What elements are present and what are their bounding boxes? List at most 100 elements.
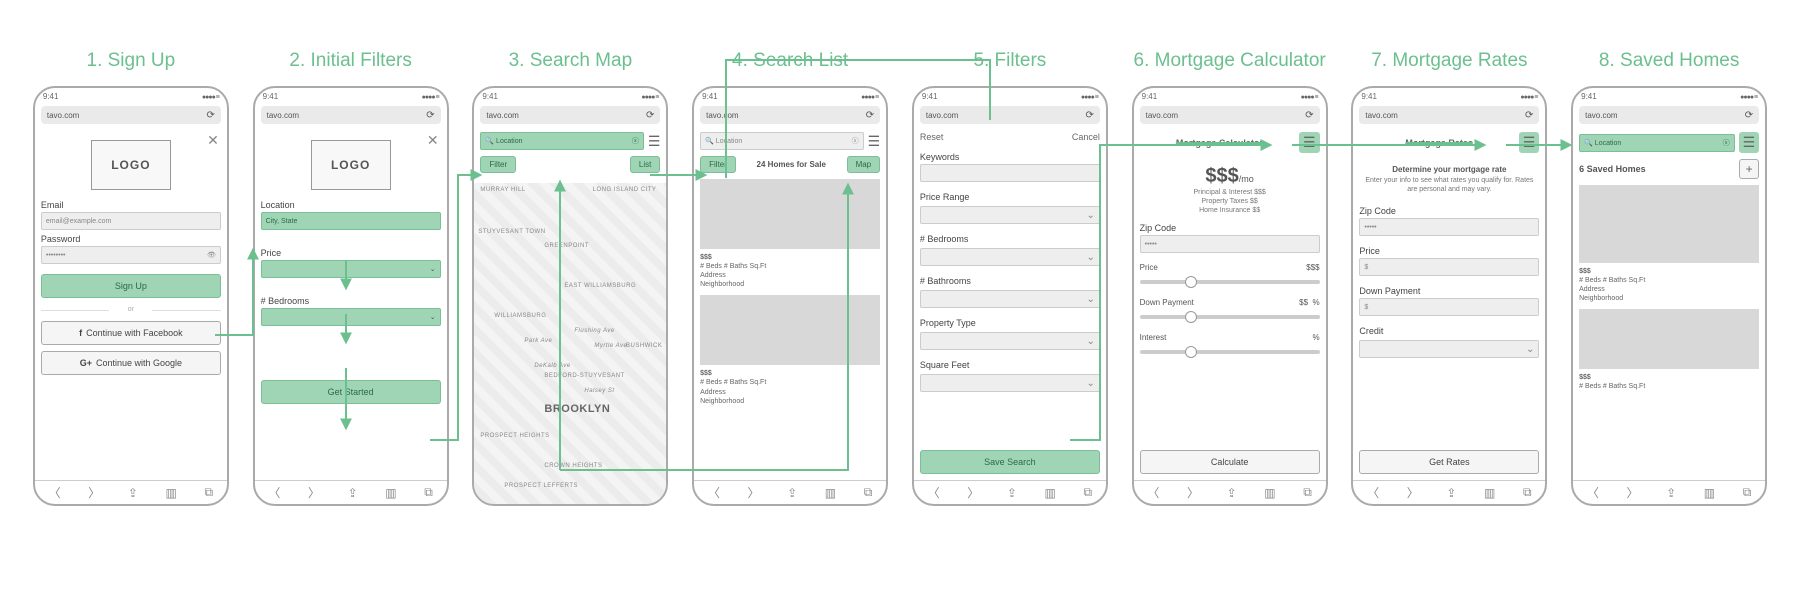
price-field[interactable]: $ (1359, 258, 1539, 276)
price-label: Price (261, 248, 441, 258)
browser-toolbar: 〈〉⇪▥⧉ (1573, 480, 1765, 504)
url-bar[interactable]: tavo.com⟳ (1359, 106, 1539, 124)
map-chip[interactable]: Map (847, 156, 881, 173)
bathrooms-select[interactable] (920, 290, 1100, 308)
menu-icon[interactable]: ☰ (648, 133, 661, 150)
bedrooms-select[interactable] (920, 248, 1100, 266)
url-bar[interactable]: tavo.com⟳ (261, 106, 441, 124)
menu-icon[interactable]: ☰ (1299, 132, 1320, 153)
sub: Enter your info to see what rates you qu… (1359, 176, 1539, 194)
forward-icon[interactable]: 〉 (88, 484, 100, 501)
close-icon[interactable]: ✕ (207, 132, 219, 149)
get-rates-button[interactable]: Get Rates (1359, 450, 1539, 474)
price-field[interactable]: ⌄ (261, 260, 441, 278)
search-input[interactable]: 🔍 Locationⓧ (480, 132, 643, 150)
clear-icon[interactable]: ⓧ (632, 136, 639, 146)
listing-card[interactable] (1579, 185, 1759, 263)
clear-icon[interactable]: ⓧ (1723, 138, 1730, 148)
keywords-field[interactable] (920, 164, 1100, 182)
refresh-icon[interactable]: ⟳ (1305, 110, 1313, 121)
calculate-button[interactable]: Calculate (1140, 450, 1320, 474)
down-slider[interactable] (1140, 315, 1320, 319)
email-field[interactable]: email@example.com (41, 212, 221, 230)
property-type-label: Property Type (920, 318, 1100, 328)
screen-title: 1. Sign Up (87, 50, 176, 72)
eye-icon[interactable]: 👁 (207, 251, 216, 259)
search-row: 🔍 Locationⓧ ☰ (700, 132, 880, 150)
search-input[interactable]: 🔍 Locationⓧ (700, 132, 863, 150)
facebook-button[interactable]: fContinue with Facebook (41, 321, 221, 345)
refresh-icon[interactable]: ⟳ (1745, 110, 1753, 121)
share-icon[interactable]: ⇪ (128, 486, 138, 500)
screen-title: 6. Mortgage Calculator (1134, 50, 1326, 72)
logo: LOGO (311, 140, 391, 190)
url-bar[interactable]: tavo.com⟳ (41, 106, 221, 124)
chip-row: Filter List (480, 156, 660, 173)
tabs-icon[interactable]: ⧉ (204, 485, 213, 500)
credit-select[interactable] (1359, 340, 1539, 358)
down-field[interactable]: $ (1359, 298, 1539, 316)
listing-meta: $$$ # Beds # Baths Sq.Ft Address Neighbo… (700, 253, 880, 289)
status-time: 9:41 (43, 92, 59, 101)
square-feet-select[interactable] (920, 374, 1100, 392)
listing-card[interactable] (700, 179, 880, 249)
map-view[interactable]: MURRAY HILL LONG ISLAND CITY STUYVESANT … (474, 183, 666, 504)
url-bar[interactable]: tavo.com⟳ (920, 106, 1100, 124)
page-title: Mortgage Rates (1405, 138, 1473, 148)
url-bar[interactable]: tavo.com⟳ (1140, 106, 1320, 124)
screen-saved-homes: 8. Saved Homes 9:41 tavo.com⟳ 🔍 Location… (1568, 50, 1770, 506)
password-field[interactable]: ••••••••👁 (41, 246, 221, 264)
filter-chip[interactable]: Filter (700, 156, 736, 173)
refresh-icon[interactable]: ⟳ (646, 110, 654, 121)
menu-icon[interactable]: ☰ (868, 133, 881, 150)
screen-title: 2. Initial Filters (289, 50, 411, 72)
refresh-icon[interactable]: ⟳ (426, 110, 434, 121)
page-title: Mortgage Calculator (1176, 138, 1263, 148)
interest-label: Interest (1140, 333, 1167, 342)
refresh-icon[interactable]: ⟳ (1085, 110, 1093, 121)
property-type-select[interactable] (920, 332, 1100, 350)
url-bar[interactable]: tavo.com⟳ (700, 106, 880, 124)
back-icon[interactable]: 〈 (49, 484, 61, 501)
book-icon[interactable]: ▥ (166, 486, 177, 500)
phone-frame: 9:41 tavo.com⟳ ✕ LOGO Location City, Sta… (253, 86, 449, 506)
menu-icon[interactable]: ☰ (1519, 132, 1540, 153)
listing-meta: $$$ # Beds # Baths Sq.Ft Address Neighbo… (1579, 267, 1759, 303)
reset-button[interactable]: Reset (920, 132, 944, 142)
refresh-icon[interactable]: ⟳ (866, 110, 874, 121)
status-bar: 9:41 (1134, 88, 1326, 104)
phone-frame: 9:41 tavo.com⟳ Mortgage Rates ☰ Determin… (1351, 86, 1547, 506)
google-button[interactable]: G+Continue with Google (41, 351, 221, 375)
get-started-button[interactable]: Get Started (261, 380, 441, 404)
price-slider[interactable] (1140, 280, 1320, 284)
zip-field[interactable]: ••••• (1140, 235, 1320, 253)
interest-slider[interactable] (1140, 350, 1320, 354)
save-search-button[interactable]: Save Search (920, 450, 1100, 474)
bedrooms-label: # Bedrooms (920, 234, 1100, 244)
header-row: 6 Saved Homes + (1579, 159, 1759, 179)
add-button[interactable]: + (1739, 159, 1759, 179)
location-field[interactable]: City, State (261, 212, 441, 230)
close-icon[interactable]: ✕ (427, 132, 439, 149)
menu-icon[interactable]: ☰ (1739, 132, 1760, 153)
signup-button[interactable]: Sign Up (41, 274, 221, 298)
screen-mortgage-rates: 7. Mortgage Rates 9:41 tavo.com⟳ Mortgag… (1349, 50, 1551, 506)
listing-card[interactable] (700, 295, 880, 365)
phone-frame: 9:41 tavo.com⟳ 🔍 Locationⓧ ☰ Filter List… (472, 86, 668, 506)
filter-chip[interactable]: Filter (480, 156, 516, 173)
price-range-select[interactable] (920, 206, 1100, 224)
cancel-button[interactable]: Cancel (1072, 132, 1100, 142)
url-bar[interactable]: tavo.com⟳ (480, 106, 660, 124)
phone-frame: 9:41 tavo.com⟳ Mortgage Calculator ☰ $$$… (1132, 86, 1328, 506)
clear-icon[interactable]: ⓧ (852, 136, 859, 146)
search-input[interactable]: 🔍 Locationⓧ (1579, 134, 1734, 152)
url-bar[interactable]: tavo.com⟳ (1579, 106, 1759, 124)
zip-field[interactable]: ••••• (1359, 218, 1539, 236)
list-chip[interactable]: List (630, 156, 660, 173)
refresh-icon[interactable]: ⟳ (206, 110, 214, 121)
bedrooms-field[interactable]: ⌄ (261, 308, 441, 326)
browser-toolbar: 〈〉⇪▥⧉ (1353, 480, 1545, 504)
listing-card[interactable] (1579, 309, 1759, 369)
refresh-icon[interactable]: ⟳ (1525, 110, 1533, 121)
browser-toolbar: 〈〉⇪▥⧉ (914, 480, 1106, 504)
